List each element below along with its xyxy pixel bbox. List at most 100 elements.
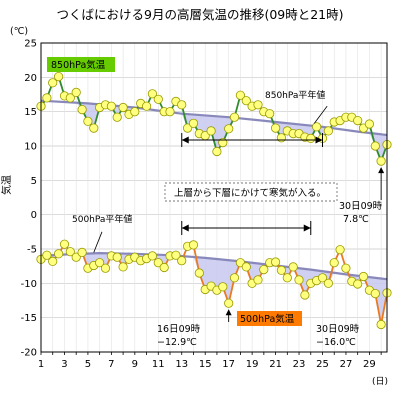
label-500-bg — [237, 311, 302, 326]
label-850-bg — [47, 57, 115, 72]
series-500-point — [323, 278, 333, 288]
x-tick-label: 13 — [175, 359, 188, 370]
label-500-normal-leader — [93, 231, 103, 253]
series-500-point — [153, 258, 163, 268]
label-500-text: 500hPa気温 — [240, 313, 295, 325]
y-tick-label: -15 — [21, 313, 37, 324]
series-850-point — [265, 109, 275, 119]
series-500-point — [147, 251, 157, 261]
series-500-point — [300, 290, 310, 300]
cold-air-box — [164, 182, 338, 202]
series-500-point — [224, 298, 234, 308]
series-500-point — [358, 271, 369, 282]
x-tick-label: 5 — [85, 359, 91, 370]
series-850-point — [306, 133, 316, 143]
series-850-point — [112, 112, 122, 122]
note-30-850-arrow — [378, 167, 385, 174]
bracket-500-right-arrow — [303, 224, 311, 232]
series-850-point — [206, 126, 216, 136]
series-500-point — [77, 247, 87, 257]
cold-air-box-text: 上層から下層にかけて寒気が入る。 — [174, 187, 326, 199]
series-850-point — [188, 118, 199, 128]
label-850-text: 850hPa気温 — [51, 59, 106, 71]
series-500-point — [218, 282, 228, 292]
series-850-point — [353, 116, 363, 126]
x-tick-label: 25 — [316, 359, 329, 370]
bracket-850-left-arrow — [181, 136, 189, 144]
series-850-point — [106, 101, 117, 111]
series-850-point — [177, 100, 187, 110]
series-500-point — [376, 319, 386, 330]
series-500-point — [177, 256, 187, 266]
series-500-point — [159, 262, 169, 273]
x-tick-label: 9 — [132, 359, 138, 370]
plot-frame — [40, 42, 388, 353]
x-tick-label: 19 — [246, 359, 259, 370]
label-850-box: 850hPa気温 — [47, 57, 115, 72]
label-850-normal-leader — [313, 105, 328, 124]
chart-title: つくばにおける9月の高層気温の推移(09時と21時) — [56, 7, 343, 22]
series-850-point — [65, 93, 75, 103]
y-tick-label: -20 — [21, 348, 37, 359]
x-tick-label: 29 — [363, 359, 376, 370]
note-16-500-arrow — [225, 309, 232, 316]
y-unit-label: (℃) — [10, 26, 28, 37]
series-500-point — [65, 247, 75, 257]
x-tick-label: 15 — [199, 359, 212, 370]
series-850-point — [183, 123, 193, 133]
series-500-point — [53, 249, 64, 259]
series-850-point — [370, 141, 380, 151]
series-850-point — [71, 87, 81, 98]
series-500-point — [335, 245, 345, 255]
y-tick-label: -10 — [21, 279, 37, 290]
series-850-point — [276, 133, 286, 143]
y-tick-label: -5 — [27, 245, 37, 256]
y-axis-label: 気温 — [0, 175, 13, 195]
series-500-point — [42, 250, 52, 260]
x-tick-label: 23 — [293, 359, 306, 370]
series-500-point — [270, 257, 281, 267]
y-tick-label: 20 — [24, 73, 37, 84]
series-850-point — [130, 107, 140, 117]
series-850-point — [42, 93, 52, 103]
x-tick-label: 1 — [38, 359, 44, 370]
series-850-point — [241, 96, 251, 106]
x-tick-label: 17 — [222, 359, 235, 370]
note-16-500-line1: 16日09時 — [157, 324, 201, 335]
series-850-point — [376, 156, 386, 166]
series-850-point — [118, 102, 128, 113]
series-850-point — [153, 94, 163, 104]
series-500-point — [188, 240, 199, 250]
series-850-point — [229, 112, 240, 122]
shade-500 — [41, 253, 387, 325]
series-500-point — [259, 264, 269, 275]
label-850-normal-text: 850hPa平年値 — [265, 89, 325, 101]
series-850-point — [53, 72, 64, 82]
series-500-point — [118, 262, 128, 272]
bracket-500-left-arrow — [181, 224, 189, 232]
series-500-point — [241, 262, 251, 272]
normal-line-500 — [40, 251, 388, 281]
series-500-point — [294, 275, 304, 285]
bracket-850-right-arrow — [315, 136, 323, 144]
series-850-point — [364, 119, 374, 129]
series-500-point — [253, 275, 263, 285]
annotations: 850hPa気温 850hPa平年値 500hPa平年値 500hPa気温 上層から下層… — [47, 57, 385, 348]
x-tick-label: 21 — [269, 359, 282, 370]
series-850-point — [311, 122, 322, 132]
series-markers — [36, 72, 392, 330]
series-850-point — [165, 107, 175, 117]
note-30-850-line1: 30日09時 — [339, 201, 383, 212]
label-500-normal-text: 500hPa平年値 — [72, 213, 132, 225]
series-500-point — [95, 258, 105, 268]
series-500-point — [288, 262, 298, 272]
series-850-point — [77, 105, 87, 115]
series-500-point — [282, 273, 292, 283]
series-850-point — [83, 116, 93, 126]
series-850-point — [235, 90, 245, 100]
series-500-point — [100, 263, 111, 273]
series-500-point — [276, 265, 286, 275]
series-850-point — [253, 100, 263, 110]
